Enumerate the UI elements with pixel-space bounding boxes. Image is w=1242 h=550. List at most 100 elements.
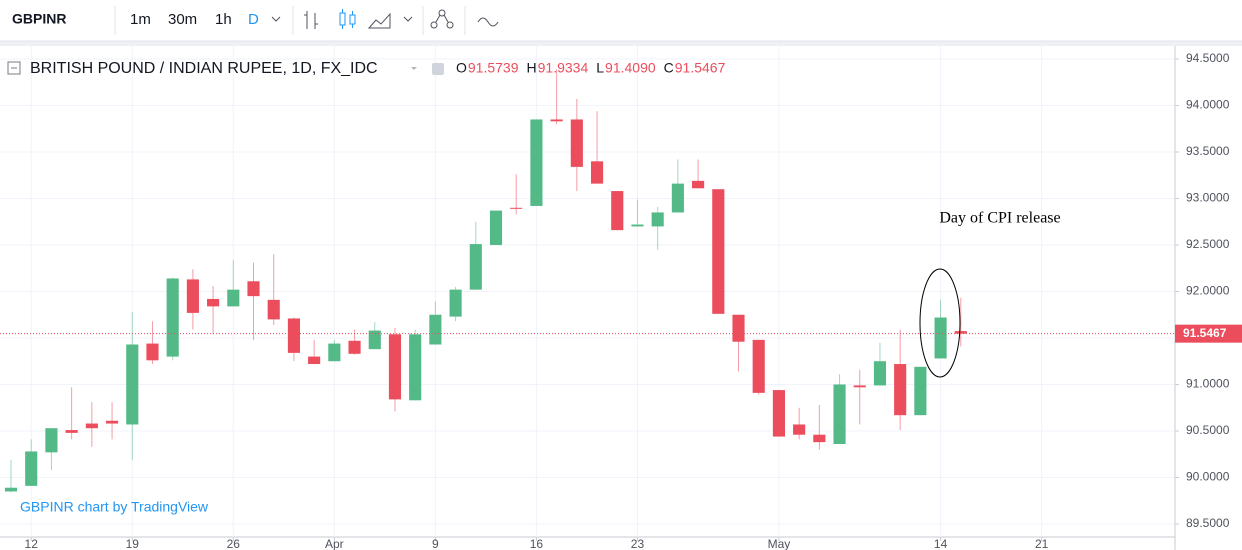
x-tick-label: 9 <box>432 537 439 550</box>
candle-body <box>328 343 341 362</box>
candle-body <box>469 244 482 290</box>
x-tick-label: 16 <box>530 537 544 550</box>
candle-body <box>25 451 38 486</box>
compare-icon[interactable] <box>477 17 499 27</box>
candle-body <box>166 278 179 357</box>
candle-body <box>813 434 826 443</box>
candle-body <box>873 361 887 386</box>
y-tick-label: 90.5000 <box>1186 423 1230 437</box>
candle-body <box>489 210 503 246</box>
x-tick-label: 19 <box>126 537 140 550</box>
candle-body <box>570 119 583 167</box>
candle-body <box>429 314 442 345</box>
interval[interactable]: 1h <box>215 11 232 28</box>
candle-body <box>833 384 846 445</box>
candle-body <box>388 334 402 400</box>
y-tick-label: 94.0000 <box>1186 98 1230 112</box>
candle-body <box>914 366 927 416</box>
candle-body <box>4 487 18 492</box>
candle-body <box>368 330 381 350</box>
legend-key: L <box>596 60 604 76</box>
candle-body <box>853 385 866 388</box>
x-tick-label: 12 <box>25 537 39 550</box>
candle-body <box>227 289 240 307</box>
symbol[interactable]: GBPINR <box>12 11 66 27</box>
candle-body <box>510 207 523 209</box>
watermark[interactable]: GBPINR chart by TradingView <box>20 499 209 515</box>
candle-body <box>186 279 199 313</box>
candle-body <box>530 119 543 206</box>
price-tag-label: 91.5467 <box>1183 326 1227 340</box>
candle-body <box>590 161 604 184</box>
candle-body <box>772 390 785 437</box>
candle-body <box>651 212 664 227</box>
y-tick-label: 94.5000 <box>1186 51 1230 65</box>
candle-body <box>793 424 806 435</box>
candle-body <box>65 430 78 433</box>
y-tick-label: 92.5000 <box>1186 237 1230 251</box>
legend-value: 91.9334 <box>538 60 589 76</box>
candle-body <box>409 334 422 401</box>
legend-value: 91.5739 <box>468 60 519 76</box>
chart-pane <box>0 46 1242 550</box>
candle-body <box>712 189 725 314</box>
dropdown-icon[interactable] <box>271 16 281 22</box>
area-icon[interactable] <box>367 12 391 29</box>
bars-icon[interactable] <box>304 11 318 29</box>
candle-body <box>550 119 563 122</box>
settings-icon[interactable] <box>432 63 444 75</box>
candle-body <box>894 364 907 416</box>
ohlc-legend: O 91.5739 H 91.9334 L 91.4090 C 91.5467 <box>456 60 726 76</box>
candle-body <box>449 289 462 317</box>
toolbar <box>0 0 1242 41</box>
candle-body <box>45 428 58 453</box>
candles <box>4 69 967 493</box>
legend-key: C <box>664 60 674 76</box>
x-tick-label: May <box>768 537 791 550</box>
candle-body <box>692 180 705 189</box>
collapse-icon[interactable] <box>7 61 21 75</box>
dropdown-icon[interactable] <box>411 67 417 70</box>
interval[interactable]: 1m <box>130 11 151 28</box>
candle-body <box>267 299 280 320</box>
candle-body <box>308 356 321 365</box>
y-tick-label: 90.0000 <box>1186 470 1230 484</box>
legend-value: 91.4090 <box>605 60 656 76</box>
candle-body <box>348 340 361 354</box>
y-tick-label: 92.0000 <box>1186 284 1230 298</box>
candle-body <box>85 423 98 429</box>
dropdown-icon[interactable] <box>403 16 413 22</box>
candle-body <box>247 281 260 297</box>
legend-key: H <box>527 60 537 76</box>
candle-body <box>671 183 684 213</box>
candle-body <box>126 344 139 425</box>
x-tick-label: 21 <box>1035 537 1049 550</box>
interval-active[interactable]: D <box>248 11 259 28</box>
y-tick-label: 93.5000 <box>1186 144 1230 158</box>
candle-body <box>954 331 967 334</box>
candle-body <box>207 298 220 307</box>
candle-body <box>732 314 745 342</box>
candle-body <box>146 343 159 361</box>
legend-value: 91.5467 <box>675 60 726 76</box>
interval[interactable]: 30m <box>168 11 197 28</box>
candle-body <box>934 317 947 359</box>
price-tag <box>1175 324 1242 343</box>
candle-body <box>752 339 765 393</box>
y-tick-label: 89.5000 <box>1186 516 1230 530</box>
candle-body <box>631 224 644 227</box>
indicators-icon[interactable] <box>430 9 454 29</box>
x-tick-label: 23 <box>631 537 645 550</box>
chart-title: BRITISH POUND / INDIAN RUPEE, 1D, FX_IDC <box>30 60 378 77</box>
legend-key: O <box>456 60 467 76</box>
candle-body <box>105 420 119 424</box>
x-tick-label: 26 <box>227 537 241 550</box>
x-tick-label: Apr <box>325 537 344 550</box>
candle-body <box>611 191 624 231</box>
annotation-ellipse <box>919 268 961 378</box>
x-tick-label: 14 <box>934 537 948 550</box>
candles-icon[interactable] <box>339 9 356 29</box>
annotation: Day of CPI release <box>939 210 1060 227</box>
